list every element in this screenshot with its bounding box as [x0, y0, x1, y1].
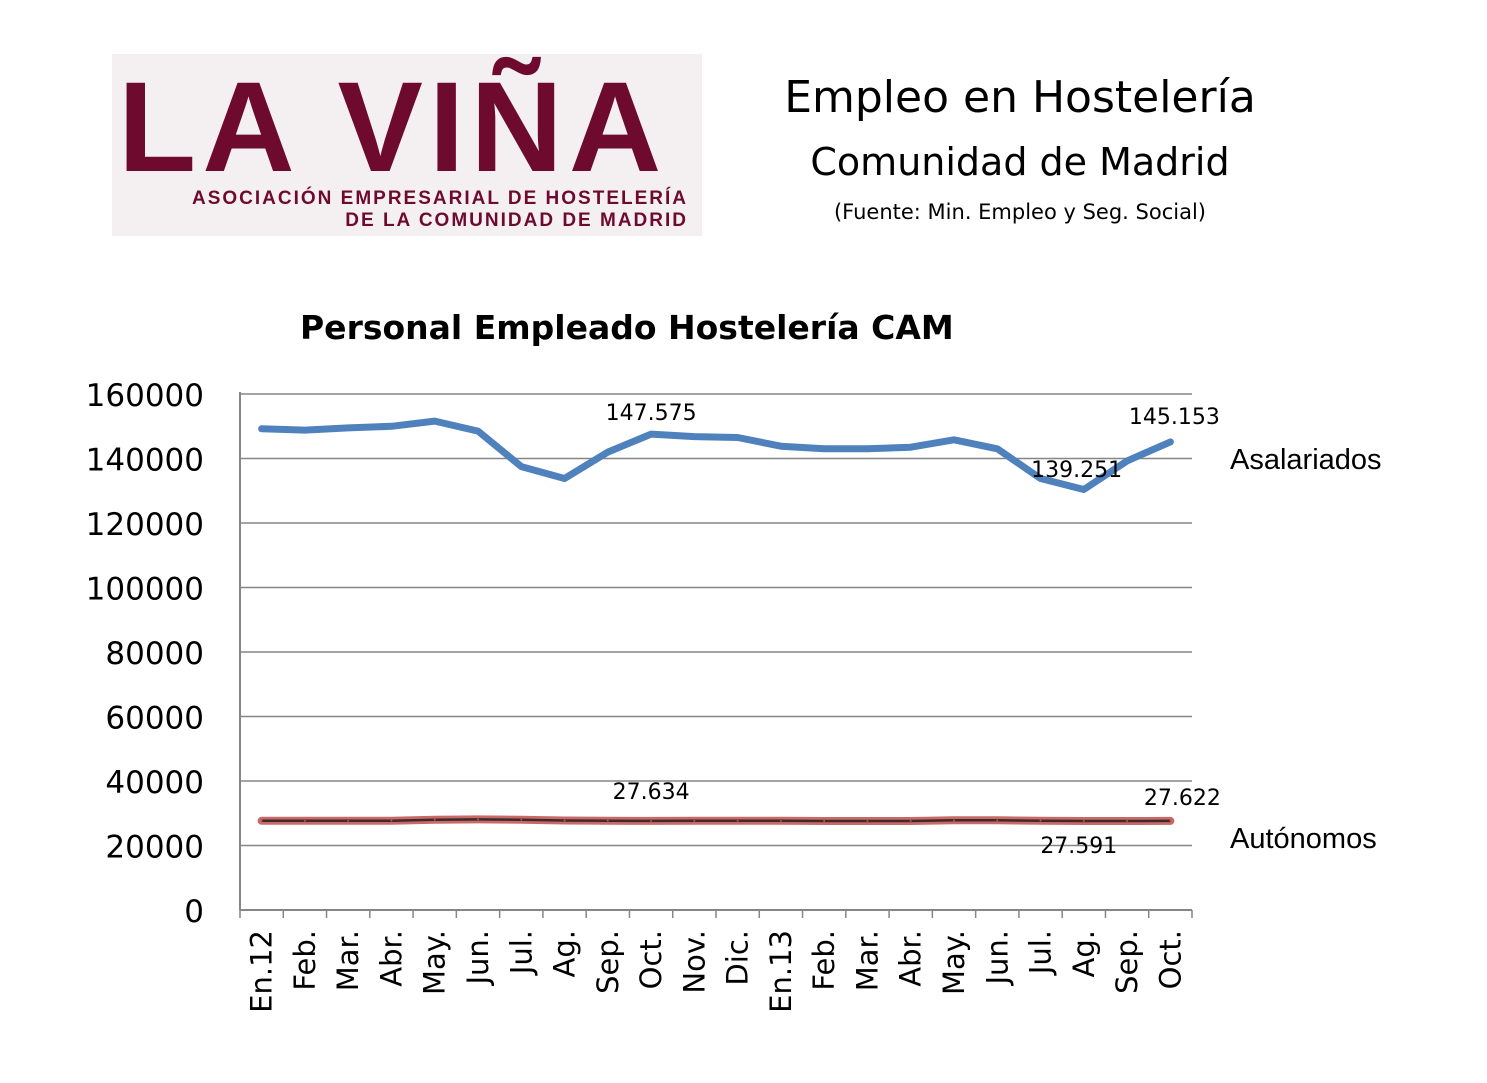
data-point — [1169, 819, 1172, 822]
data-point — [606, 451, 609, 454]
logo-name: LA VIÑA — [118, 56, 668, 199]
x-tick-label: Jul. — [1024, 930, 1058, 976]
data-point — [866, 819, 869, 822]
x-tick-label: Jun. — [461, 930, 495, 987]
data-point — [866, 447, 869, 450]
y-tick-label: 60000 — [105, 701, 204, 737]
x-tick-label: Jun. — [980, 930, 1014, 987]
data-point — [693, 435, 696, 438]
y-tick-label: 120000 — [86, 507, 204, 543]
data-point — [909, 446, 912, 449]
data-label: 145.153 — [1129, 405, 1220, 430]
data-point — [433, 818, 436, 821]
series-line-asalariados — [258, 417, 1174, 493]
data-point — [823, 819, 826, 822]
source-note: (Fuente: Min. Empleo y Seg. Social) — [833, 200, 1206, 224]
x-tick-label: Mar. — [331, 930, 365, 991]
data-point — [1126, 819, 1129, 822]
data-point — [260, 427, 263, 430]
data-point — [390, 819, 393, 822]
data-point — [650, 819, 653, 822]
series-label: Autónomos — [1230, 823, 1377, 855]
data-point — [1169, 440, 1172, 443]
x-tick-label: Dic. — [721, 930, 755, 986]
x-tick-label: Mar. — [850, 930, 884, 991]
page-subtitle: Comunidad de Madrid — [810, 140, 1230, 184]
data-label: 147.575 — [606, 401, 697, 426]
x-tick-label: En.13 — [764, 930, 798, 1013]
y-tick-label: 20000 — [105, 830, 204, 866]
data-point — [520, 465, 523, 468]
y-tick-label: 80000 — [105, 636, 204, 672]
data-point — [996, 447, 999, 450]
data-point — [823, 447, 826, 450]
x-tick-label: Oct. — [1153, 930, 1187, 989]
data-point — [650, 433, 653, 436]
x-tick-label: Abr. — [894, 930, 928, 987]
data-point — [953, 438, 955, 441]
data-point — [736, 436, 739, 439]
x-tick-label: Abr. — [374, 930, 408, 987]
x-tick-label: En.12 — [245, 930, 279, 1013]
data-point — [1126, 459, 1129, 462]
logo-line-2: DE LA COMUNIDAD DE MADRID — [345, 210, 688, 231]
data-label: 27.591 — [1040, 834, 1117, 859]
data-point — [347, 819, 350, 822]
y-tick-label: 40000 — [105, 765, 204, 801]
x-tick-label: Sep. — [1110, 930, 1144, 994]
chart-title: Personal Empleado Hostelería CAM — [300, 308, 954, 347]
data-point — [390, 425, 393, 428]
data-point — [1082, 488, 1085, 491]
logo-la-vina: LA VIÑA ASOCIACIÓN EMPRESARIAL DE HOSTEL… — [112, 54, 702, 236]
data-point — [779, 819, 782, 822]
x-tick-label: May. — [418, 930, 452, 995]
logo-line-1: ASOCIACIÓN EMPRESARIAL DE HOSTELERÍA — [191, 188, 688, 209]
data-point — [909, 819, 912, 822]
y-tick-label: 0 — [184, 894, 204, 930]
series-label: Asalariados — [1230, 444, 1382, 476]
x-tick-label: Feb. — [807, 930, 841, 991]
data-point — [563, 477, 566, 480]
x-tick-label: Jul. — [504, 930, 538, 976]
x-tick-label: Ag. — [1067, 930, 1101, 977]
data-point — [1039, 819, 1042, 822]
data-point — [520, 818, 523, 821]
x-tick-label: Feb. — [288, 930, 322, 991]
data-point — [1039, 477, 1042, 480]
x-tick-label: Ag. — [548, 930, 582, 977]
x-tick-label: Oct. — [634, 930, 668, 989]
data-point — [433, 420, 436, 423]
data-point — [347, 426, 350, 429]
data-point — [779, 445, 782, 448]
x-tick-label: Nov. — [677, 930, 711, 994]
data-point — [563, 819, 566, 822]
series-line-autonomos-core — [261, 818, 1171, 823]
data-label: 27.622 — [1144, 786, 1221, 811]
x-tick-label: Sep. — [591, 930, 625, 994]
page-title: Empleo en Hostelería — [784, 72, 1256, 123]
data-label: 139.251 — [1031, 458, 1122, 483]
x-tick-label: May. — [937, 930, 971, 995]
data-point — [953, 819, 955, 822]
y-tick-label: 100000 — [86, 572, 204, 608]
data-label: 27.634 — [613, 780, 690, 805]
y-tick-label: 160000 — [86, 378, 204, 414]
data-point — [477, 430, 479, 433]
data-point — [477, 818, 479, 821]
data-point — [996, 819, 999, 822]
data-point — [693, 819, 696, 822]
data-point — [303, 819, 306, 822]
data-point — [303, 429, 306, 432]
data-point — [606, 819, 609, 822]
data-point — [260, 819, 263, 822]
data-point — [1082, 820, 1085, 823]
data-point — [736, 819, 739, 822]
y-tick-label: 140000 — [86, 443, 204, 479]
